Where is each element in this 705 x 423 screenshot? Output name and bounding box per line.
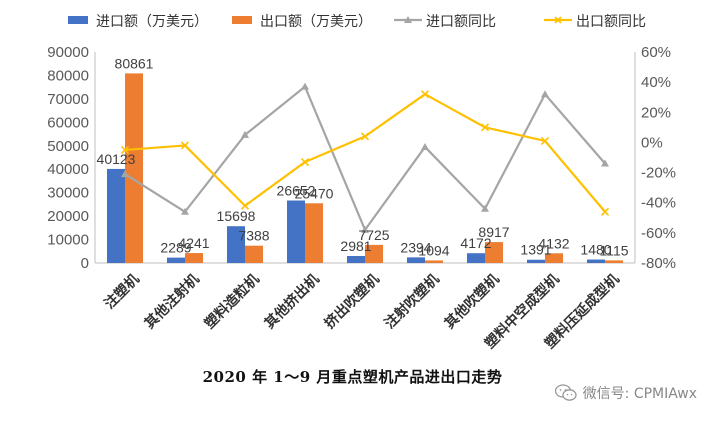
export-bar: [425, 260, 443, 263]
right-tick-label: 40%: [641, 74, 671, 91]
export-yoy-point: [360, 132, 370, 141]
category-label: 塑料造粒机: [201, 271, 263, 333]
chart-caption: 2020 年 1～9 月重点塑机产品进出口走势: [202, 368, 503, 386]
import-data-label: 1391: [520, 242, 551, 258]
import-data-label: 2981: [340, 238, 371, 254]
watermark: 微信号: CPMIAwx: [554, 383, 697, 403]
export-data-label: 7725: [358, 227, 389, 243]
import-yoy-point: [181, 207, 189, 215]
import-yoy-point: [361, 225, 369, 233]
category-label: 挤出吹塑机: [321, 271, 383, 333]
export-bar: [125, 73, 143, 264]
import-bar: [407, 257, 425, 263]
export-data-label: 8917: [478, 224, 509, 240]
import-bar: [467, 253, 485, 263]
export-yoy-point: [420, 90, 430, 99]
legend-swatch: [68, 16, 88, 24]
left-tick-label: 70000: [47, 91, 89, 108]
left-tick-label: 60000: [47, 114, 89, 131]
left-tick-label: 90000: [47, 44, 89, 61]
import-bar: [107, 168, 125, 263]
legend-label: 出口额（万美元）: [260, 14, 372, 30]
export-yoy-point: [540, 136, 550, 145]
import-yoy-point: [541, 90, 549, 98]
import-data-label: 4172: [460, 235, 491, 251]
category-label: 注塑机: [101, 271, 143, 313]
left-tick-label: 80000: [47, 67, 89, 84]
watermark-text: 微信号: CPMIAwx: [582, 386, 697, 402]
export-data-label: 4241: [178, 235, 209, 251]
export-bar: [605, 260, 623, 263]
export-bar: [245, 245, 263, 263]
export-data-label: 7388: [238, 228, 269, 244]
legend-label: 进口额（万美元）: [96, 14, 208, 30]
import-bar: [587, 259, 605, 263]
import-data-label: 2394: [400, 239, 431, 255]
legend-marker: [554, 16, 562, 24]
left-tick-label: 40000: [47, 161, 89, 178]
right-tick-label: -60%: [641, 225, 676, 242]
category-label: 其他注射机: [141, 271, 203, 333]
right-tick-label: -80%: [641, 255, 676, 272]
import-data-label: 1480: [580, 242, 611, 258]
left-tick-label: 10000: [47, 232, 89, 249]
import-yoy-point: [421, 142, 429, 150]
left-tick-label: 30000: [47, 185, 89, 202]
export-yoy-point: [300, 157, 310, 167]
import-bar: [527, 259, 545, 263]
export-yoy-point: [600, 207, 610, 216]
left-tick-label: 20000: [47, 208, 89, 225]
export-data-label: 4132: [538, 235, 569, 251]
right-tick-label: 20%: [641, 104, 671, 121]
import-data-label: 2289: [160, 240, 191, 256]
right-tick-label: -40%: [641, 195, 676, 212]
left-tick-label: 50000: [47, 138, 89, 155]
left-tick-label: 0: [81, 255, 89, 272]
import-data-label: 40123: [97, 151, 136, 167]
import-bar: [227, 226, 245, 263]
export-yoy-point: [240, 201, 250, 210]
import-yoy-point: [301, 82, 309, 90]
import-yoy-point: [241, 130, 249, 138]
right-tick-label: 0%: [641, 134, 663, 151]
legend-swatch: [232, 16, 252, 24]
category-label: 注射吹塑机: [381, 271, 443, 333]
right-tick-label: -20%: [641, 165, 676, 182]
import-bar: [167, 257, 185, 263]
export-yoy-point: [120, 145, 130, 155]
export-yoy-point: [180, 141, 190, 150]
import-bar: [287, 200, 305, 263]
category-label: 其他吹塑机: [441, 271, 503, 333]
legend-label: 出口额同比: [576, 14, 646, 30]
import-data-label: 15698: [217, 208, 256, 224]
export-bar: [305, 203, 323, 263]
export-data-label: 1094: [418, 242, 449, 258]
export-data-label: 25470: [295, 185, 334, 201]
export-bar: [545, 253, 563, 263]
right-tick-label: 60%: [641, 44, 671, 61]
legend-marker: [404, 16, 412, 23]
wechat-icon: [554, 384, 577, 401]
export-yoy-point: [480, 123, 490, 132]
category-label: 其他挤出机: [261, 271, 323, 333]
import-data-label: 26652: [277, 183, 316, 199]
legend-label: 进口额同比: [426, 14, 496, 30]
export-bar: [485, 242, 503, 263]
export-yoy-line: [124, 93, 606, 213]
export-bar: [185, 253, 203, 263]
export-bar: [365, 244, 383, 263]
import-yoy-point: [121, 170, 129, 178]
export-data-label: 80861: [115, 55, 154, 71]
import-bar: [347, 256, 365, 263]
import-yoy-point: [601, 159, 609, 167]
export-data-label: 1115: [599, 242, 628, 258]
import-yoy-point: [481, 204, 489, 212]
